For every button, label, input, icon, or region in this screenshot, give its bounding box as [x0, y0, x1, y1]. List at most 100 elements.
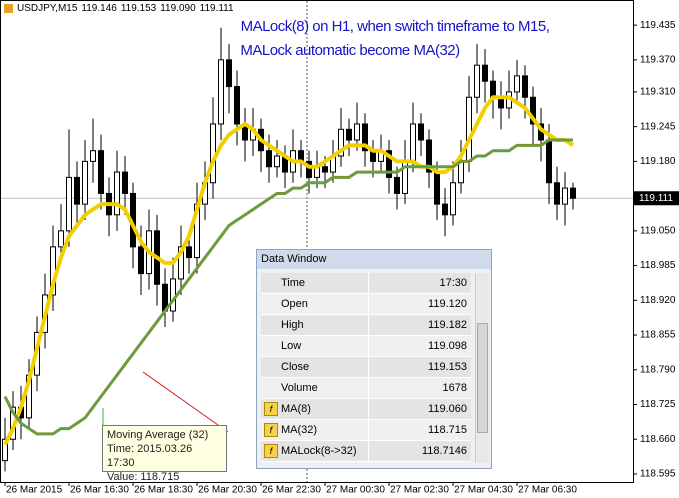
y-tick-label: 118.595: [640, 469, 676, 480]
candle-body: [114, 171, 120, 216]
indicator-icon: f: [264, 402, 278, 416]
tooltip: Moving Average (32) Time: 2015.03.26 17:…: [102, 425, 227, 483]
x-tick-label: 26 Mar 2015: [6, 485, 63, 496]
candle-body: [354, 123, 360, 141]
row-label: Open: [261, 294, 369, 314]
candle-body: [434, 171, 440, 205]
window-title: Data Window: [257, 250, 491, 269]
candle-body: [530, 96, 536, 125]
row-label: Volume: [261, 378, 369, 398]
scrollbar[interactable]: [475, 273, 489, 463]
row-label: f MA(8): [261, 399, 369, 419]
data-row: Time 17:30: [261, 273, 471, 294]
candle-body: [2, 438, 8, 462]
row-label: Close: [261, 357, 369, 377]
tooltip-line: Value: 118.715: [107, 471, 180, 483]
row-value: 119.098: [428, 340, 467, 352]
y-tick-label: 119.370: [640, 54, 676, 65]
annotation: MALock automatic become MA(32): [240, 42, 460, 59]
x-tick-label: 26 Mar 20:30: [198, 485, 257, 496]
quote: 119.153: [120, 3, 157, 14]
candle-body: [98, 150, 104, 194]
candle-body: [210, 123, 216, 184]
candle-body: [186, 246, 192, 259]
candle-body: [74, 176, 80, 205]
candle-body: [426, 139, 432, 173]
row-value: 119.120: [428, 298, 467, 310]
symbol-icon: [4, 4, 13, 13]
x-tick-label: 27 Mar 04:30: [454, 485, 513, 496]
candle-body: [346, 128, 352, 141]
candle-body: [386, 150, 392, 178]
tooltip-line: Moving Average (32): [107, 429, 209, 441]
candle-body: [306, 160, 312, 178]
quote: 119.090: [160, 3, 196, 14]
data-row: f MA(32) 118.715: [261, 420, 471, 441]
row-value: 1678: [442, 382, 467, 394]
candle-body: [226, 59, 232, 88]
candle-body: [546, 139, 552, 184]
candle-body: [458, 160, 464, 184]
y-tick-label: 119.050: [640, 225, 676, 236]
y-tick-label: 119.310: [640, 87, 676, 98]
quote: 119.146: [81, 3, 117, 14]
candle-body: [58, 230, 64, 248]
x-tick-label: 26 Mar 18:30: [134, 485, 193, 496]
x-tick-label: 26 Mar 22:30: [262, 485, 321, 496]
candle-body: [274, 155, 280, 168]
y-tick-label: 118.660: [640, 434, 676, 445]
candle-body: [482, 64, 488, 82]
indicator-icon: f: [264, 423, 278, 437]
indicator-icon: f: [264, 444, 278, 458]
candle-body: [138, 246, 144, 275]
row-label: Time: [261, 273, 369, 293]
candle-body: [170, 278, 176, 312]
candle-body: [490, 80, 496, 98]
label-text: Close: [281, 361, 310, 373]
candle-body: [450, 182, 456, 216]
candle-body: [362, 123, 368, 152]
annotation: MALock(8) on H1, when switch timeframe t…: [241, 18, 550, 35]
scroll-thumb[interactable]: [477, 323, 488, 433]
price-label: 119.111: [639, 193, 673, 204]
data-row: f MA(8) 119.060: [261, 399, 471, 420]
symbol: USDJPY,M15: [17, 3, 78, 14]
y-tick-label: 118.790: [640, 364, 676, 375]
candle-body: [554, 182, 560, 205]
x-tick-label: 26 Mar 16:30: [70, 485, 129, 496]
y-tick-label: 119.435: [640, 20, 676, 31]
candle-body: [418, 123, 424, 141]
ma-line-core: [4, 139, 573, 435]
label-text: Time: [281, 277, 306, 289]
label-text: MALock(8->32): [281, 445, 357, 457]
y-tick-label: 119.245: [640, 121, 676, 132]
tooltip-line: Time: 2015.03.26 17:30: [107, 443, 193, 469]
label-text: Open: [281, 298, 308, 310]
candle-body: [514, 75, 520, 93]
y-tick-label: 119.180: [640, 156, 676, 167]
data-window[interactable]: Data Window Time 17:30 Open 119.120 High 119.…: [256, 249, 492, 469]
candle-body: [82, 160, 88, 205]
label-text: Low: [281, 340, 302, 352]
candle-body: [562, 187, 568, 205]
pointer-line: [142, 371, 229, 433]
label-text: MA(32): [281, 424, 318, 436]
ma-line: [3, 95, 575, 446]
row-value: 118.715: [428, 424, 467, 436]
candle-body: [90, 150, 96, 162]
y-tick-label: 118.855: [640, 330, 676, 341]
candle-body: [218, 59, 224, 125]
label-text: Volume: [281, 382, 318, 394]
data-row: Close 119.153: [261, 357, 471, 378]
data-row: f MALock(8->32) 118.7146: [261, 441, 471, 462]
candle-body: [522, 75, 528, 98]
data-rows: Time 17:30 Open 119.120 High 119.182 Low 119.09…: [261, 273, 471, 462]
data-row: Low 119.098: [261, 336, 471, 357]
candle-body: [442, 203, 448, 216]
x-tick-label: 27 Mar 02:30: [390, 485, 449, 496]
y-tick-label: 118.920: [640, 295, 676, 306]
x-tick-label: 27 Mar 00:30: [326, 485, 385, 496]
row-label: Low: [261, 336, 369, 356]
candle-body: [466, 96, 472, 162]
